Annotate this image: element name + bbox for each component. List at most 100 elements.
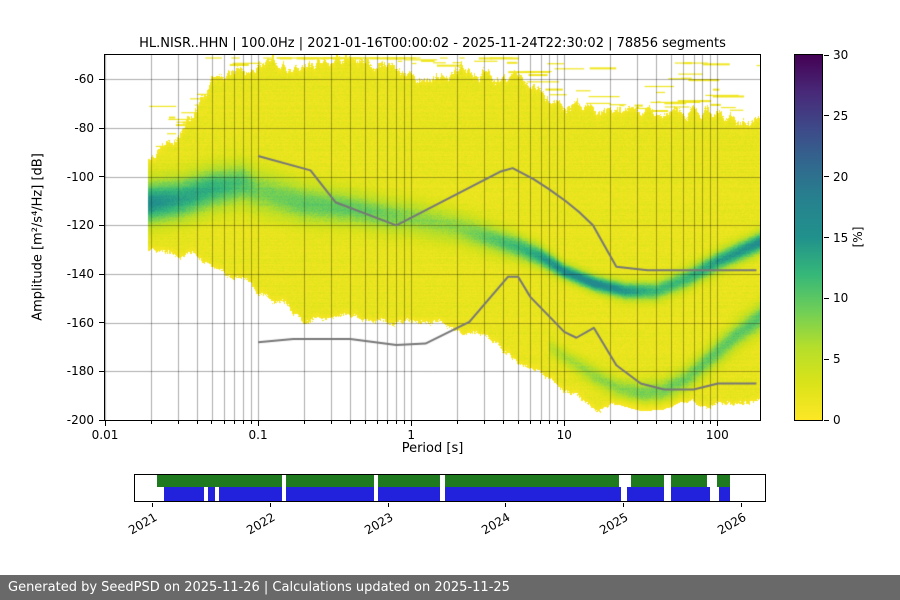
availability-segment-top: [377, 475, 440, 487]
x-tick-label: 1: [407, 428, 415, 442]
x-minor-tick: [223, 421, 225, 424]
y-tick: [99, 419, 104, 421]
availability-segment-top: [670, 475, 708, 487]
x-minor-tick: [456, 421, 458, 424]
colorbar-tick: [824, 297, 829, 299]
timeline-tick: [740, 503, 742, 507]
availability-segment-top: [157, 475, 283, 487]
y-tick-label: -60: [74, 72, 94, 87]
x-minor-tick: [655, 421, 657, 424]
y-tick: [99, 273, 104, 275]
timeline-year-label: 2024: [479, 510, 513, 538]
x-minor-tick: [364, 421, 366, 424]
x-minor-tick: [196, 421, 198, 424]
x-tick: [563, 421, 565, 426]
availability-segment-bottom: [670, 486, 710, 501]
y-tick-label: -140: [66, 267, 94, 281]
colorbar-tick-label: 15: [833, 230, 849, 245]
x-minor-tick: [250, 421, 252, 424]
x-minor-tick: [693, 421, 695, 424]
x-minor-tick: [517, 421, 519, 424]
ppsd-plot-area: [104, 54, 761, 421]
availability-segment-bottom: [208, 486, 216, 501]
x-minor-tick: [403, 421, 405, 424]
availability-segment-bottom: [444, 486, 622, 501]
y-axis-label: Amplitude [m²/s⁴/Hz] [dB]: [30, 153, 46, 321]
x-minor-tick: [556, 421, 558, 424]
timeline-tick: [269, 503, 271, 507]
x-minor-tick: [701, 421, 703, 424]
colorbar-tick-label: 10: [833, 291, 849, 306]
availability-segment-bottom: [164, 486, 205, 501]
colorbar-tick: [824, 358, 829, 360]
y-tick-label: -100: [66, 169, 94, 184]
timeline-tick: [505, 503, 507, 507]
colorbar-tick: [824, 54, 829, 56]
x-minor-tick: [540, 421, 542, 424]
availability-segment-bottom: [719, 486, 730, 501]
colorbar-tick: [824, 237, 829, 238]
colorbar-tick-label: 5: [833, 352, 841, 367]
availability-segment-bottom: [377, 486, 440, 501]
x-minor-tick: [502, 421, 504, 424]
colorbar-tick-label: 0: [833, 413, 841, 427]
x-minor-tick: [303, 421, 305, 424]
timeline-tick: [152, 503, 154, 507]
x-minor-tick: [349, 421, 351, 424]
x-tick-label: 10: [556, 428, 572, 442]
x-minor-tick: [709, 421, 711, 424]
plot-title: HL.NISR..HHN | 100.0Hz | 2021-01-16T00:0…: [139, 36, 726, 51]
x-minor-tick: [529, 421, 531, 424]
availability-segment-bottom: [627, 486, 664, 501]
availability-segment-top: [716, 475, 730, 487]
x-minor-tick: [386, 421, 388, 424]
x-minor-tick: [636, 421, 638, 424]
availability-segment-top: [630, 475, 664, 487]
timeline-year-label: 2025: [597, 510, 631, 538]
footer-bar: Generated by SeedPSD on 2025-11-26 | Cal…: [0, 575, 900, 600]
x-axis-label: Period [s]: [401, 441, 464, 456]
x-tick: [104, 421, 106, 426]
x-minor-tick: [211, 421, 213, 424]
y-tick: [99, 176, 104, 178]
y-tick-label: -200: [66, 413, 94, 427]
x-tick-label: 0.01: [91, 428, 119, 442]
timeline-year-label: 2021: [126, 510, 160, 538]
y-tick-label: -80: [74, 121, 94, 135]
timeline-year-label: 2023: [361, 510, 396, 538]
availability-segment-top: [444, 475, 619, 487]
y-tick-label: -120: [66, 218, 94, 233]
timeline-year-label: 2026: [714, 510, 749, 538]
y-tick: [99, 224, 104, 226]
ppsd-heatmap: [105, 55, 760, 420]
colorbar: [794, 54, 823, 421]
colorbar-tick-label: 25: [833, 108, 849, 123]
timeline-tick: [387, 503, 389, 507]
x-minor-tick: [609, 421, 611, 424]
x-minor-tick: [548, 421, 550, 424]
x-tick-label: 0.1: [248, 428, 268, 442]
availability-segment-bottom: [285, 486, 375, 501]
availability-segment-bottom: [218, 486, 283, 501]
x-minor-tick: [150, 421, 152, 424]
x-minor-tick: [330, 421, 332, 424]
y-tick: [99, 322, 104, 324]
colorbar-tick: [824, 176, 829, 178]
x-tick: [257, 421, 259, 426]
colorbar-tick: [824, 115, 829, 117]
colorbar-tick: [824, 419, 829, 421]
y-tick-label: -180: [66, 364, 94, 379]
x-minor-tick: [177, 421, 179, 424]
colorbar-tick-label: 20: [833, 169, 849, 184]
availability-segment-top: [285, 475, 375, 487]
x-tick-label: 100: [705, 428, 729, 442]
y-tick: [99, 127, 104, 129]
x-tick: [716, 421, 718, 426]
y-tick: [99, 370, 104, 372]
x-minor-tick: [242, 421, 244, 424]
y-tick: [99, 78, 104, 80]
timeline-tick: [623, 503, 625, 507]
footer-text: Generated by SeedPSD on 2025-11-26 | Cal…: [8, 580, 510, 595]
availability-timeline: [134, 474, 766, 502]
